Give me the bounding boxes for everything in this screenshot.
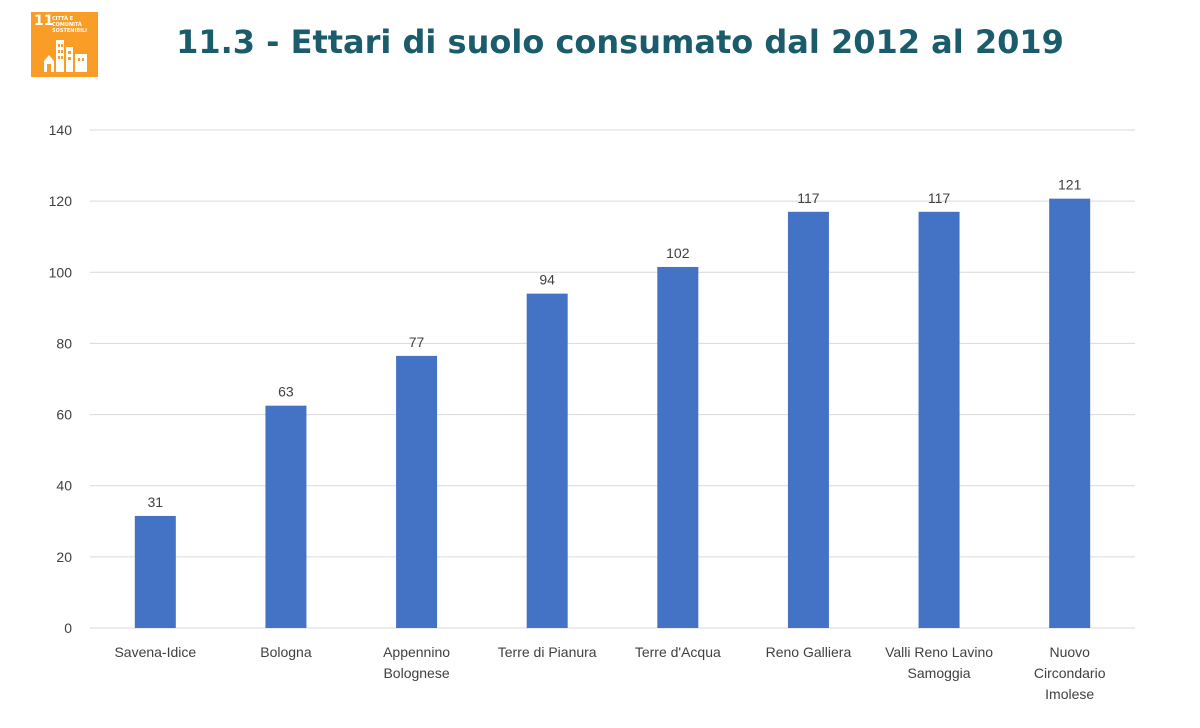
bar	[526, 293, 568, 628]
x-tick-label: Bologna	[260, 644, 312, 660]
x-tick-label: Savena-Idice	[114, 644, 196, 660]
y-tick-label: 20	[56, 549, 72, 565]
data-label: 63	[278, 384, 294, 400]
bar	[1049, 198, 1091, 628]
bar	[396, 355, 438, 628]
data-label: 117	[928, 190, 951, 206]
x-tick-label: Terre d'Acqua	[635, 644, 721, 660]
data-labels: 31 63 77 94 102 117 117 121	[148, 177, 1082, 510]
x-axis-labels: Savena-Idice Bologna Appennino Bolognese Ter…	[114, 644, 1105, 702]
y-tick-label: 0	[64, 620, 72, 636]
x-tick-label: Reno Galliera	[766, 644, 852, 660]
x-tick-label: Appennino Bolognese	[383, 644, 450, 681]
sdg-badge: 11 CITTÀ E COMUNITÀ SOSTENIBILI	[31, 12, 98, 77]
data-label: 94	[539, 272, 555, 288]
city-buildings-icon	[44, 40, 87, 72]
data-label: 121	[1058, 177, 1082, 193]
x-tick-label: Nuovo Circondario Imolese	[1034, 644, 1106, 702]
bar	[657, 266, 699, 628]
bar	[134, 515, 176, 628]
x-tick-label: Valli Reno Lavino Samoggia	[885, 644, 993, 681]
gridlines	[90, 129, 1135, 629]
y-axis-ticks: 0 20 40 60 80 100 120 140	[49, 122, 73, 636]
bar	[265, 405, 307, 628]
sdg-label: CITTÀ E COMUNITÀ SOSTENIBILI	[52, 16, 88, 34]
y-tick-label: 80	[56, 335, 72, 351]
x-tick-label: Terre di Pianura	[498, 644, 597, 660]
y-tick-label: 60	[56, 407, 72, 423]
data-label: 117	[797, 190, 820, 206]
page-title: 11.3 - Ettari di suolo consumato dal 201…	[176, 23, 1064, 61]
data-label: 77	[409, 334, 425, 350]
y-tick-label: 100	[49, 264, 73, 280]
bars	[134, 198, 1091, 629]
bar	[787, 211, 829, 629]
data-label: 31	[148, 494, 164, 510]
data-label: 102	[666, 245, 690, 261]
bar	[918, 211, 960, 629]
y-tick-label: 120	[49, 193, 73, 209]
y-tick-label: 40	[56, 478, 72, 494]
sdg-number: 11	[34, 13, 54, 29]
y-tick-label: 140	[49, 122, 73, 138]
